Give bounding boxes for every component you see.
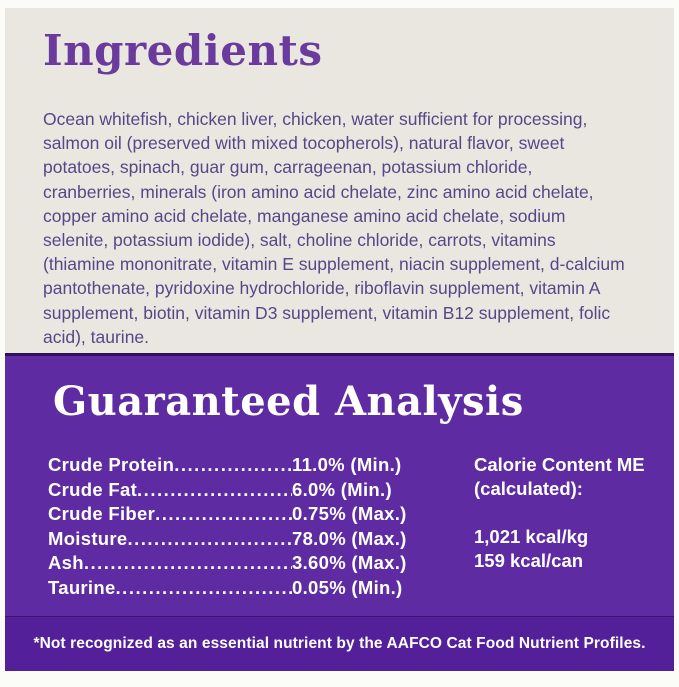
nutrient-name: Crude Protein <box>48 454 175 475</box>
nutrient-value: 0.05% (Min.) <box>292 576 403 598</box>
dot-leader <box>84 551 292 576</box>
calorie-kcal-per-can: 159 kcal/can <box>474 550 584 571</box>
row-lead: Taurine <box>48 576 292 601</box>
aafco-footnote: *Not recognized as an essential nutrient… <box>33 635 646 652</box>
calorie-content-block: Calorie Content ME (calculated): 1,021 k… <box>474 453 664 601</box>
dot-leader <box>116 576 292 601</box>
guaranteed-analysis-title: Guaranteed Analysis <box>53 378 524 425</box>
table-row-crude-fat: Crude Fat 6.0% (Min.) <box>48 478 420 503</box>
nutrient-value: 78.0% (Max.) <box>292 527 407 549</box>
ingredients-list-text: Ocean whitefish, chicken liver, chicken,… <box>43 109 625 347</box>
guaranteed-analysis-body: Crude Protein 11.0% (Min.) Crude Fat 6.0… <box>48 453 674 601</box>
nutrient-name: Moisture <box>48 527 128 549</box>
nutrient-name: Ash <box>48 552 84 574</box>
nutrient-value: 6.0% (Min.) <box>292 478 392 500</box>
dot-leader <box>128 527 293 552</box>
table-row-ash: Ash 3.60% (Max.) <box>48 551 420 576</box>
nutrient-name: Crude Fiber <box>48 503 156 525</box>
nutrient-table: Crude Protein 11.0% (Min.) Crude Fat 6.0… <box>48 453 420 601</box>
nutrient-value: 11.0% (Min.) <box>292 454 402 475</box>
calorie-values: 1,021 kcal/kg 159 kcal/can <box>474 525 664 573</box>
nutrient-value: 3.60% (Max.) <box>292 552 407 574</box>
footnote-band: *Not recognized as an essential nutrient… <box>5 616 674 671</box>
row-lead: Ash <box>48 551 292 576</box>
calorie-kcal-per-kg: 1,021 kcal/kg <box>474 526 589 547</box>
table-row-crude-protein: Crude Protein 11.0% (Min.) <box>48 453 420 478</box>
ingredients-title: Ingredients <box>43 26 323 75</box>
pet-food-label: Ingredients Ocean whitefish, chicken liv… <box>5 8 674 671</box>
table-row-crude-fiber: Crude Fiber 0.75% (Max.) <box>48 502 420 527</box>
dot-leader <box>174 453 292 478</box>
table-row-moisture: Moisture 78.0% (Max.) <box>48 527 420 552</box>
row-lead: Crude Fiber <box>48 502 292 527</box>
calorie-content-heading: Calorie Content ME (calculated): <box>474 454 645 499</box>
dot-leader <box>137 478 292 503</box>
nutrient-value: 0.75% (Max.) <box>292 503 407 525</box>
row-lead: Crude Fat <box>48 478 292 503</box>
guaranteed-analysis-section: Guaranteed Analysis Crude Protein 11.0% … <box>5 353 674 671</box>
ingredients-section: Ingredients Ocean whitefish, chicken liv… <box>5 8 674 353</box>
table-row-taurine: Taurine 0.05% (Min.) <box>48 576 420 601</box>
row-lead: Crude Protein <box>48 453 292 478</box>
nutrient-name: Crude Fat <box>48 478 138 500</box>
row-lead: Moisture <box>48 527 292 552</box>
dot-leader <box>155 502 292 527</box>
nutrient-name: Taurine <box>48 576 116 598</box>
